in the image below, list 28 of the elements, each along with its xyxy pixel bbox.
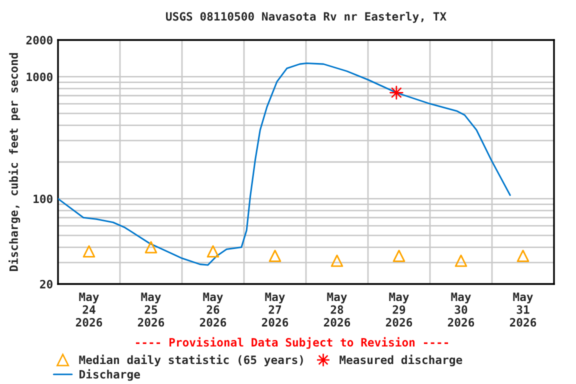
- y-tick-label: 2000: [26, 36, 52, 44]
- legend-label: Measured discharge: [340, 354, 462, 366]
- line-series: [58, 62, 511, 266]
- x-tick-label: May 25 2026: [138, 292, 164, 327]
- point: [82, 245, 96, 258]
- x-tick-label: May 26 2026: [200, 292, 226, 327]
- point: [392, 250, 406, 262]
- x-tick-label: May 30 2026: [448, 292, 474, 327]
- legend-label: Median daily statistic (65 years): [79, 354, 303, 366]
- legend-label: Discharge: [80, 369, 140, 381]
- y-tick-label: 20: [40, 280, 52, 288]
- x-tick-label: May 27 2026: [262, 292, 288, 327]
- point: [454, 254, 468, 267]
- text: ---- Provisional Data Subject to Revision ----: [136, 337, 448, 349]
- point: [330, 254, 344, 267]
- y-tick-label: 100: [34, 194, 52, 204]
- x-tick-label: May 31 2026: [510, 292, 536, 327]
- y-tick-label: 1000: [26, 72, 52, 82]
- point: [516, 250, 530, 262]
- x-tick-label: May 28 2026: [324, 292, 350, 327]
- y-axis-title: Discharge, cubic feet per second: [8, 53, 20, 271]
- chart-title: USGS 08110500 Navasota Rv nr Easterly, TX: [166, 12, 446, 23]
- point: [390, 86, 404, 100]
- x-tick-label: May 24 2026: [76, 292, 102, 327]
- point: [206, 245, 220, 258]
- x-tick-label: May 29 2026: [386, 292, 412, 327]
- point: [268, 250, 282, 262]
- point: [144, 241, 158, 254]
